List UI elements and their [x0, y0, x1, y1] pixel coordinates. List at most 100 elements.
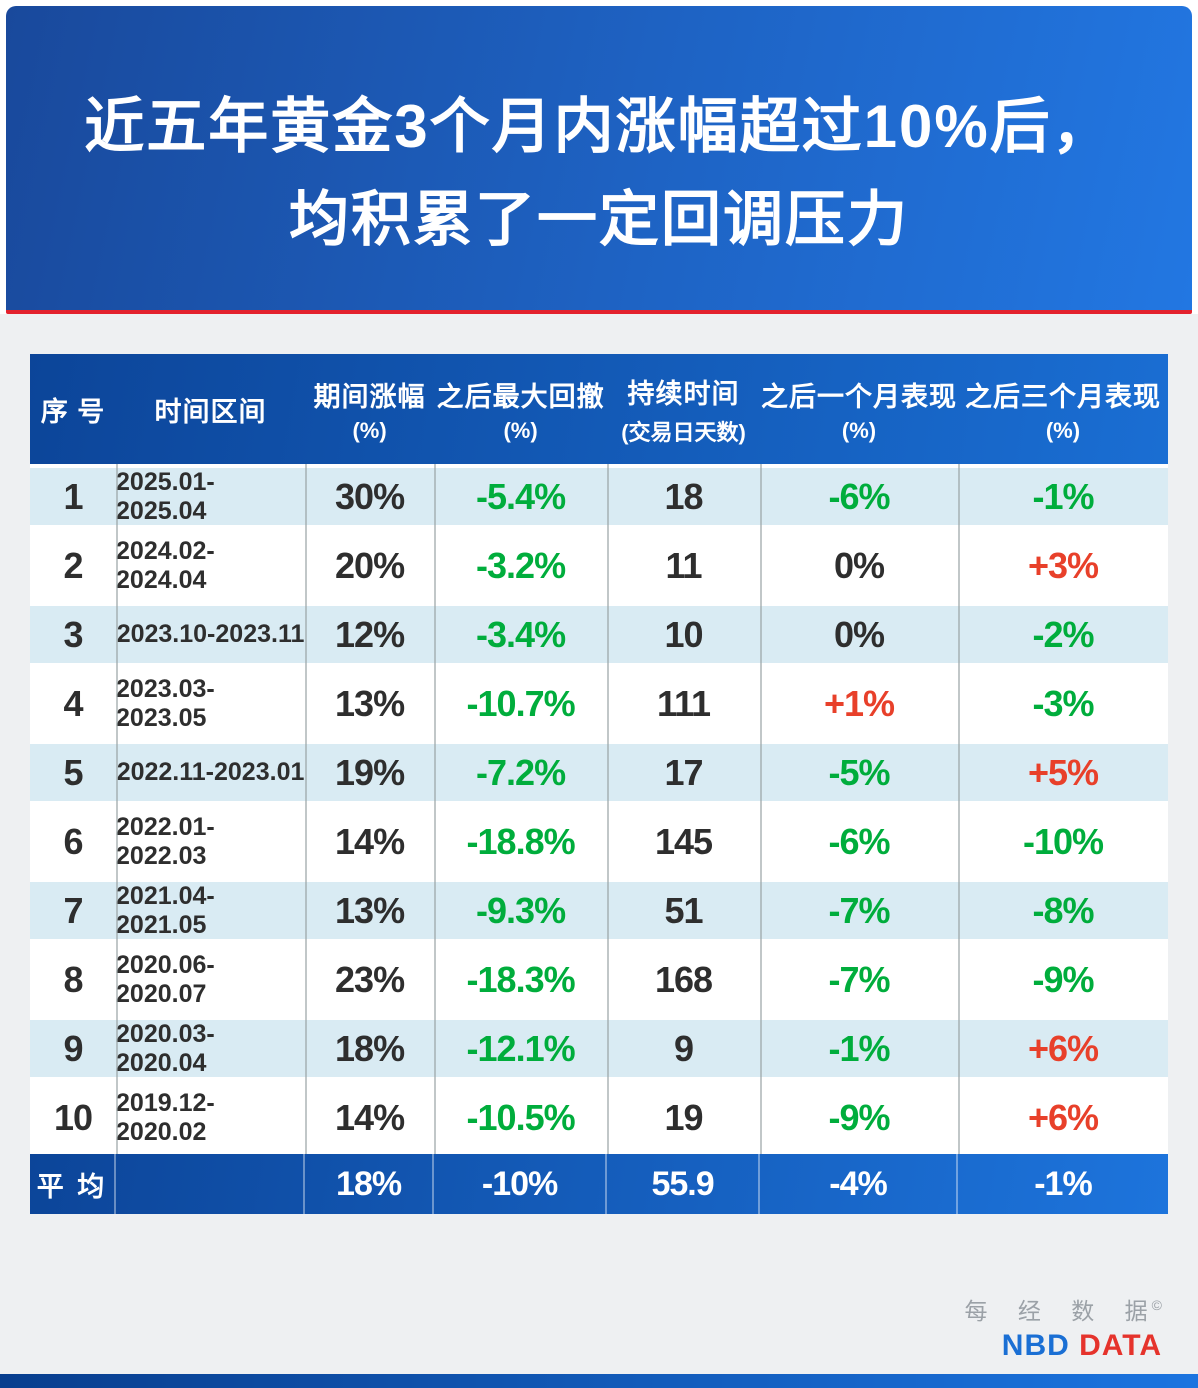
header-index: 序 号: [30, 354, 116, 464]
cell-gain: 14%: [335, 1096, 405, 1138]
cell-max-drawdown: -3.2%: [476, 544, 566, 586]
header-max-drawdown: 之后最大回撤 (%): [434, 354, 607, 464]
header-sublabel: (%): [1045, 417, 1081, 443]
cell-1-month-performance: 0%: [833, 544, 885, 586]
cell-gain: 19%: [335, 751, 405, 793]
header-sublabel: (%): [503, 417, 538, 443]
logo-chinese-line: 每 经 数 据©: [965, 1292, 1163, 1326]
title-line-2: 均积累了一定回调压力: [289, 186, 909, 253]
cell-1-month-performance: -6%: [828, 475, 890, 517]
header-label: 期间涨幅: [313, 381, 426, 412]
bottom-accent-bar: [0, 1374, 1198, 1388]
title-line-1: 近五年黄金3个月内涨幅超过10%后，: [84, 93, 1114, 160]
header-sublabel: (%): [352, 417, 387, 443]
cell-duration-days: 10: [664, 613, 704, 655]
table-body: 1 2025.01-2025.04 30% -5.4% 18 -6% -1% 2 2024.02…: [30, 464, 1168, 1154]
cell-gain: 23%: [335, 958, 405, 1000]
cell-period: 2019.12-2020.02: [116, 1088, 215, 1146]
table-row: 5 2022.11-2023.01 19% -7.2% 17 -5% +5%: [30, 740, 1168, 809]
cell-1-month-performance: -9%: [828, 1096, 890, 1138]
cell-duration-days: 111: [656, 682, 711, 724]
cell-max-drawdown: -18.8%: [466, 820, 576, 862]
cell-1-month-performance: -7%: [828, 889, 890, 931]
cell-gain: 30%: [335, 475, 405, 517]
banner: 近五年黄金3个月内涨幅超过10%后， 均积累了一定回调压力: [6, 6, 1192, 314]
cell-index: 5: [63, 751, 84, 793]
column-divider: [606, 464, 609, 1154]
column-divider: [116, 464, 119, 1154]
cell-1-month-performance: +1%: [823, 682, 895, 724]
cell-period: 2022.01-2022.03: [116, 812, 215, 870]
cell-average-max-drawdown: -10%: [434, 1154, 608, 1214]
cell-index: 6: [63, 820, 84, 862]
cell-average-1-month-performance: -4%: [760, 1154, 958, 1214]
cell-max-drawdown: -7.2%: [476, 751, 566, 793]
cell-period: 2020.06-2020.07: [116, 950, 215, 1008]
cell-average-period: [116, 1154, 306, 1214]
cell-3-month-performance: +6%: [1027, 1096, 1099, 1138]
cell-average-gain: 18%: [305, 1154, 435, 1214]
copyright-mark: ©: [1151, 1297, 1162, 1314]
header-label: 之后三个月表现: [964, 381, 1161, 412]
cell-gain: 13%: [335, 889, 405, 931]
cell-3-month-performance: -3%: [1032, 682, 1094, 724]
cell-period: 2022.11-2023.01: [116, 758, 305, 786]
cell-period: 2020.03-2020.04: [116, 1019, 215, 1077]
cell-max-drawdown: -18.3%: [466, 958, 576, 1000]
column-divider: [305, 464, 308, 1154]
cell-period: 2023.10-2023.11: [116, 620, 305, 648]
cell-3-month-performance: -10%: [1022, 820, 1104, 862]
cell-index: 8: [63, 958, 84, 1000]
cell-1-month-performance: -1%: [828, 1027, 890, 1069]
cell-index: 1: [63, 475, 84, 517]
nbd-data-logo: 每 经 数 据© NBD DATA: [965, 1292, 1163, 1363]
cell-index: 10: [53, 1096, 93, 1138]
header-gain: 期间涨幅 (%): [305, 354, 434, 464]
cell-average-label: 平 均: [30, 1154, 117, 1214]
table-header: 序 号 时间区间 期间涨幅 (%) 之后最大回撤 (%) 持续时间 (交易日天数) 之…: [30, 354, 1168, 464]
column-divider: [760, 464, 763, 1154]
cell-period: 2025.01-2025.04: [116, 467, 215, 525]
cell-gain: 12%: [335, 613, 405, 655]
header-period: 时间区间: [116, 354, 305, 464]
table-row: 9 2020.03-2020.04 18% -12.1% 9 -1% +6%: [30, 1016, 1168, 1085]
cell-duration-days: 145: [654, 820, 713, 862]
column-divider: [433, 464, 436, 1154]
cell-duration-days: 18: [664, 475, 704, 517]
cell-max-drawdown: -5.4%: [476, 475, 566, 517]
logo-chinese-text: 每 经 数 据: [964, 1298, 1160, 1324]
table-row: 1 2025.01-2025.04 30% -5.4% 18 -6% -1%: [30, 464, 1168, 533]
table-row: 6 2022.01-2022.03 14% -18.8% 145 -6% -10%: [30, 809, 1168, 878]
cell-period: 2024.02-2024.04: [116, 536, 215, 594]
cell-1-month-performance: 0%: [833, 613, 885, 655]
cell-max-drawdown: -10.7%: [466, 682, 576, 724]
header-3-month-performance: 之后三个月表现 (%): [958, 354, 1168, 464]
gold-rally-table: 序 号 时间区间 期间涨幅 (%) 之后最大回撤 (%) 持续时间 (交易日天数) 之…: [30, 354, 1168, 1214]
table-row: 8 2020.06-2020.07 23% -18.3% 168 -7% -9%: [30, 947, 1168, 1016]
cell-gain: 14%: [335, 820, 405, 862]
banner-zone: 近五年黄金3个月内涨幅超过10%后， 均积累了一定回调压力: [0, 0, 1198, 314]
cell-1-month-performance: -5%: [828, 751, 890, 793]
logo-data-text: DATA: [1079, 1329, 1162, 1362]
cell-max-drawdown: -12.1%: [466, 1027, 576, 1069]
average-row: 平 均 18% -10% 55.9 -4% -1%: [30, 1154, 1168, 1214]
cell-gain: 20%: [335, 544, 405, 586]
table-row: 4 2023.03-2023.05 13% -10.7% 111 +1% -3%: [30, 671, 1168, 740]
cell-index: 2: [63, 544, 84, 586]
header-label: 时间区间: [154, 396, 267, 427]
cell-index: 9: [63, 1027, 84, 1069]
table-row: 10 2019.12-2020.02 14% -10.5% 19 -9% +6%: [30, 1085, 1168, 1154]
cell-duration-days: 19: [664, 1096, 704, 1138]
cell-max-drawdown: -10.5%: [466, 1096, 576, 1138]
cell-3-month-performance: +3%: [1027, 544, 1099, 586]
cell-3-month-performance: +5%: [1027, 751, 1099, 793]
header-label: 持续时间: [627, 378, 740, 409]
cell-3-month-performance: -9%: [1032, 958, 1094, 1000]
header-duration: 持续时间 (交易日天数): [607, 354, 760, 464]
cell-gain: 18%: [335, 1027, 405, 1069]
cell-1-month-performance: -7%: [828, 958, 890, 1000]
cell-duration-days: 51: [664, 889, 704, 931]
cell-index: 4: [63, 682, 84, 724]
cell-max-drawdown: -9.3%: [476, 889, 566, 931]
cell-3-month-performance: -1%: [1032, 475, 1094, 517]
